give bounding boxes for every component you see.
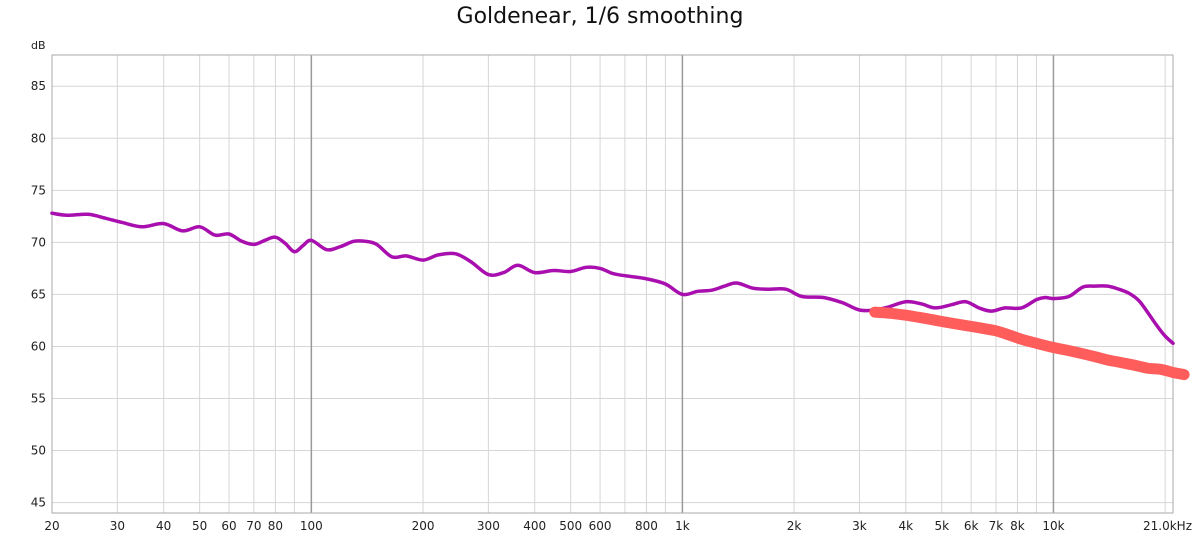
- x-tick-label: 2k: [787, 519, 802, 533]
- chart-title: Goldenear, 1/6 smoothing: [456, 4, 744, 29]
- x-tick-label: 600: [589, 519, 612, 533]
- x-tick-label: 60: [221, 519, 236, 533]
- y-tick-label: 80: [31, 131, 46, 145]
- x-tick-label: 7k: [989, 519, 1004, 533]
- y-tick-label: 70: [31, 235, 46, 249]
- x-tick-label: 500: [559, 519, 582, 533]
- series-layer: [50, 211, 1190, 381]
- tick-labels: 45 50 55 60 65 70 75 80 85 20 30 40 50 60 70 80 100 200 30…: [31, 79, 1192, 533]
- x-tick-label: 70: [246, 519, 261, 533]
- x-tick-label: 4k: [898, 519, 913, 533]
- x-tick-label: 20: [44, 519, 59, 533]
- grid: [51, 55, 1173, 513]
- x-tick-label: 1k: [675, 519, 690, 533]
- y-tick-label: 65: [31, 287, 46, 301]
- x-tick-label: 21.0kHz: [1143, 519, 1192, 533]
- x-tick-label: 8k: [1010, 519, 1025, 533]
- x-tick-label: 300: [477, 519, 500, 533]
- series-line-purple: [50, 211, 1175, 346]
- x-tick-label: 30: [110, 519, 125, 533]
- x-tick-label: 80: [268, 519, 283, 533]
- plot-frame: [51, 54, 1174, 514]
- y-tick-label: 45: [31, 496, 46, 510]
- x-tick-label: 800: [635, 519, 658, 533]
- x-tick-label: 200: [412, 519, 435, 533]
- y-axis-label: dB: [31, 39, 46, 52]
- x-tick-label: 6k: [964, 519, 979, 533]
- x-tick-label: 100: [300, 519, 323, 533]
- x-tick-label: 50: [192, 519, 207, 533]
- x-tick-label: 5k: [934, 519, 949, 533]
- y-tick-label: 55: [31, 392, 46, 406]
- x-tick-label: 400: [523, 519, 546, 533]
- x-tick-label: 40: [156, 519, 171, 533]
- y-tick-label: 60: [31, 339, 46, 353]
- x-tick-label: 3k: [852, 519, 867, 533]
- series-line-red: [869, 306, 1190, 381]
- x-tick-label: 10k: [1042, 519, 1064, 533]
- y-tick-label: 50: [31, 444, 46, 458]
- y-tick-label: 85: [31, 79, 46, 93]
- y-tick-label: 75: [31, 183, 46, 197]
